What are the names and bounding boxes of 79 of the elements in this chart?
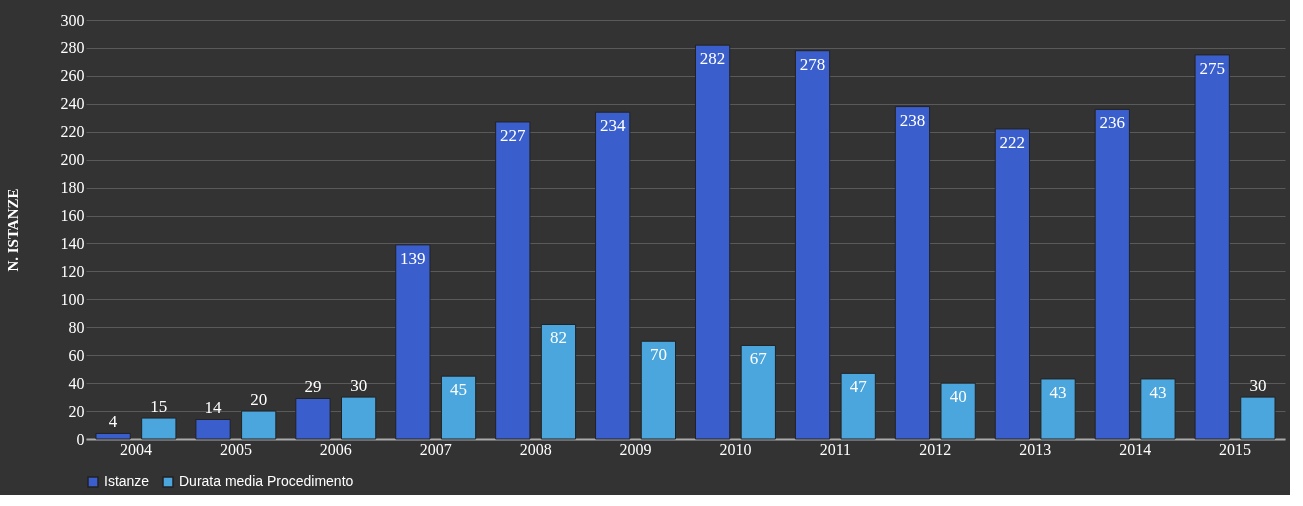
bar <box>540 323 577 440</box>
data-label: 47 <box>849 377 868 397</box>
x-tick-label: 2007 <box>419 440 452 458</box>
bar <box>440 375 477 440</box>
y-tick-label: 60 <box>68 346 85 364</box>
y-tick-label: 140 <box>60 234 85 252</box>
bar <box>694 44 731 440</box>
data-label: 275 <box>1199 58 1225 78</box>
x-tick-label: 2015 <box>1219 440 1252 458</box>
data-label: 222 <box>999 132 1026 152</box>
data-label: 20 <box>250 390 268 410</box>
bar <box>994 128 1030 440</box>
bar <box>1040 378 1076 440</box>
x-tick-label: 2009 <box>619 440 652 458</box>
bar <box>295 398 331 440</box>
data-label: 236 <box>1099 113 1126 133</box>
data-label: 82 <box>549 328 567 348</box>
bar <box>195 418 231 440</box>
data-label: 40 <box>949 387 967 407</box>
data-label: 234 <box>599 116 626 136</box>
y-tick-label: 100 <box>60 290 85 308</box>
data-label: 30 <box>350 376 368 396</box>
bar <box>95 432 131 440</box>
data-label: 30 <box>1249 376 1267 396</box>
bar <box>141 417 177 440</box>
x-tick-label: 2008 <box>519 440 552 458</box>
y-axis-title: N. ISTANZE <box>4 188 21 272</box>
legend-label: Istanze <box>104 473 150 489</box>
bar <box>395 244 431 440</box>
data-label: 45 <box>450 380 468 400</box>
y-tick-label: 0 <box>76 430 85 448</box>
data-label: 15 <box>150 397 168 417</box>
bar <box>1240 396 1276 440</box>
y-tick-label: 160 <box>60 207 85 225</box>
x-tick-label: 2014 <box>1119 440 1152 458</box>
bar <box>794 50 831 440</box>
y-tick-label: 200 <box>60 151 85 169</box>
bar <box>1094 108 1130 440</box>
data-label: 14 <box>204 398 223 418</box>
y-tick-label: 300 <box>60 11 85 29</box>
x-tick-label: 2013 <box>1019 440 1052 458</box>
x-tick-label: 2004 <box>119 440 152 458</box>
y-tick-label: 20 <box>68 402 85 420</box>
legend-label: Durata media Procedimento <box>179 473 354 489</box>
bar <box>341 396 377 440</box>
bar <box>241 410 277 440</box>
x-tick-label: 2006 <box>319 440 352 458</box>
bar <box>1194 54 1230 440</box>
bar <box>894 106 931 440</box>
y-tick-label: 260 <box>60 67 85 85</box>
bar <box>740 344 776 440</box>
y-tick-label: 240 <box>60 95 85 113</box>
bar <box>640 340 677 440</box>
y-tick-label: 220 <box>60 123 85 141</box>
data-label: 43 <box>1149 382 1167 402</box>
bar <box>495 121 531 440</box>
y-tick-label: 180 <box>60 179 85 197</box>
y-tick-label: 80 <box>68 318 85 336</box>
data-label: 70 <box>649 345 667 365</box>
y-tick-label: 40 <box>68 374 85 392</box>
data-label: 227 <box>500 125 527 145</box>
x-tick-label: 2011 <box>819 440 852 458</box>
data-label: 67 <box>749 349 768 369</box>
data-label: 29 <box>304 377 322 397</box>
bar <box>940 382 976 440</box>
data-label: 4 <box>108 412 118 432</box>
data-label: 282 <box>699 49 726 69</box>
x-tick-label: 2005 <box>219 440 252 458</box>
data-label: 278 <box>799 54 826 74</box>
bar <box>1140 378 1176 440</box>
bar <box>595 111 631 440</box>
data-label: 238 <box>899 110 926 130</box>
x-tick-label: 2012 <box>919 440 952 458</box>
y-tick-label: 120 <box>60 262 85 280</box>
x-tick-label: 2010 <box>719 440 752 458</box>
bar <box>840 372 876 440</box>
y-tick-label: 280 <box>60 39 85 57</box>
data-label: 139 <box>400 248 426 268</box>
data-label: 43 <box>1049 382 1067 402</box>
